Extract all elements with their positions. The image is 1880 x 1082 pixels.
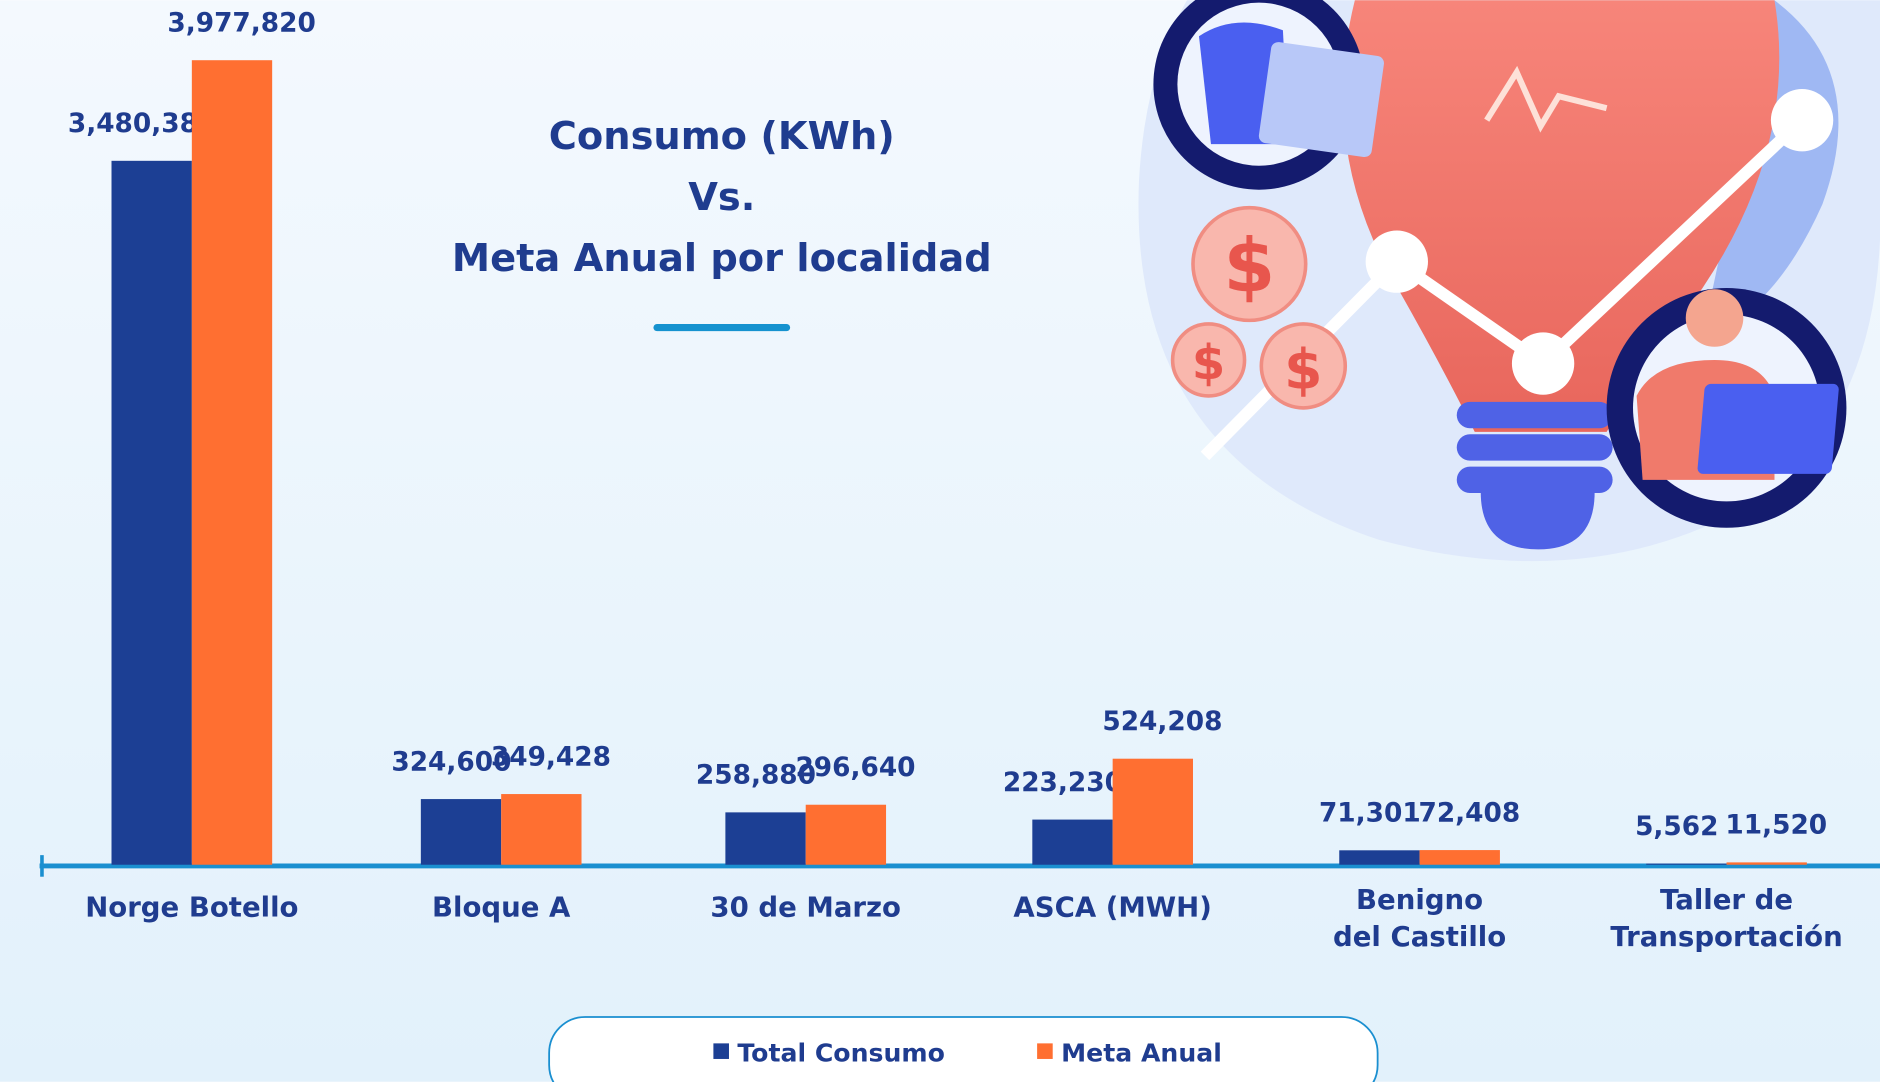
- svg-text:$: $: [1223, 223, 1275, 310]
- x-tick-label: ASCA (MWH): [1013, 890, 1211, 923]
- title-underline: [653, 324, 790, 331]
- page: {"chart_data": {"type": "bar", "title": …: [0, 0, 1880, 1082]
- bar: [806, 805, 886, 865]
- legend-label: Meta Anual: [1061, 1038, 1222, 1067]
- legend-swatch: [713, 1043, 729, 1059]
- legend-label: Total Consumo: [737, 1038, 945, 1067]
- x-tick-label: Bloque A: [432, 890, 571, 923]
- bar: [725, 812, 805, 864]
- bar: [1032, 820, 1112, 865]
- value-label: 72,408: [1418, 798, 1520, 828]
- svg-text:$: $: [1192, 335, 1225, 391]
- bar: [1646, 864, 1726, 865]
- value-label: 11,520: [1725, 811, 1827, 841]
- value-label: 71,301: [1319, 799, 1421, 829]
- bar: [421, 799, 501, 865]
- x-tick-label: 30 de Marzo: [710, 890, 901, 923]
- bar: [501, 794, 581, 865]
- value-label: 296,640: [795, 753, 915, 783]
- value-label: 5,562: [1635, 812, 1718, 842]
- bar: [1727, 862, 1807, 864]
- x-tick-label: Norge Botello: [85, 890, 298, 923]
- bar: [192, 60, 272, 865]
- value-label: 223,230: [1003, 768, 1123, 798]
- legend-box: [549, 1017, 1377, 1082]
- value-label: 3,977,820: [167, 8, 315, 38]
- value-label: 349,428: [491, 742, 611, 772]
- value-label: 524,208: [1102, 707, 1222, 737]
- bar: [1420, 850, 1500, 865]
- svg-text:$: $: [1284, 339, 1322, 403]
- legend-swatch: [1037, 1043, 1053, 1059]
- chart: $ $ $ Consumo (KWh)Vs.Meta Anual por loc…: [0, 0, 1880, 1082]
- bar: [112, 161, 192, 865]
- bar: [1339, 850, 1419, 864]
- bar: [1113, 759, 1193, 865]
